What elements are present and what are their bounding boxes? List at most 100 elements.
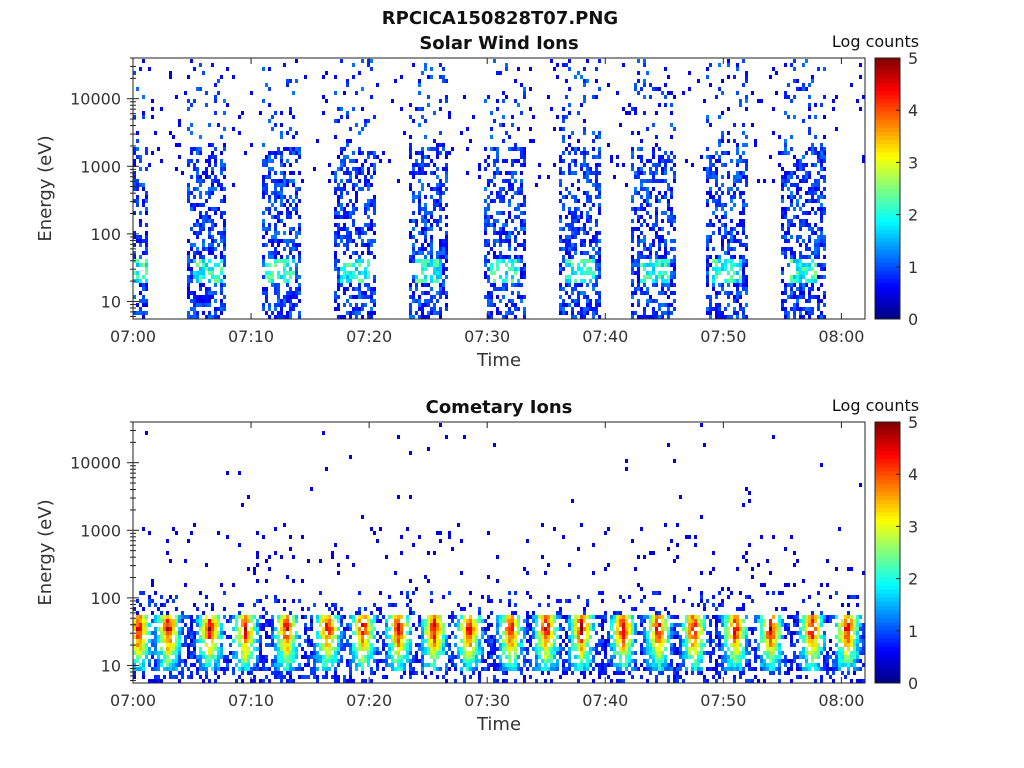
heatmap-cell — [490, 111, 493, 115]
heatmap-cell — [463, 663, 466, 667]
heatmap-cell — [397, 635, 400, 639]
heatmap-cell — [409, 307, 412, 311]
heatmap-cell — [214, 247, 217, 251]
heatmap-cell — [187, 311, 190, 315]
heatmap-cell — [424, 223, 427, 227]
heatmap-cell — [214, 615, 217, 619]
heatmap-cell — [445, 223, 448, 227]
heatmap-cell — [652, 163, 655, 167]
heatmap-cell — [802, 155, 805, 159]
heatmap-cell — [805, 151, 808, 155]
heatmap-cell — [340, 607, 343, 611]
heatmap-cell — [313, 603, 316, 607]
heatmap-cell — [133, 271, 136, 275]
heatmap-cell — [148, 623, 151, 627]
heatmap-cell — [139, 615, 142, 619]
heatmap-cell — [148, 599, 151, 603]
heatmap-cell — [649, 179, 652, 183]
heatmap-cell — [373, 207, 376, 211]
heatmap-cell — [646, 303, 649, 307]
heatmap-cell — [730, 279, 733, 283]
heatmap-cell — [346, 83, 349, 87]
heatmap-cell — [817, 195, 820, 199]
heatmap-cell — [463, 647, 466, 651]
heatmap-cell — [466, 619, 469, 623]
heatmap-cell — [448, 591, 451, 595]
heatmap-cell — [337, 639, 340, 643]
heatmap-cell — [397, 435, 400, 439]
heatmap-cell — [358, 659, 361, 663]
heatmap-cell — [142, 639, 145, 643]
heatmap-cell — [283, 651, 286, 655]
heatmap-cell — [397, 627, 400, 631]
heatmap-cell — [508, 627, 511, 631]
heatmap-cell — [736, 151, 739, 155]
heatmap-cell — [136, 275, 139, 279]
heatmap-cell — [370, 295, 373, 299]
heatmap-cell — [505, 311, 508, 315]
heatmap-cell — [355, 287, 358, 291]
heatmap-cell — [256, 655, 259, 659]
heatmap-cell — [487, 639, 490, 643]
heatmap-cell — [502, 671, 505, 675]
heatmap-cell — [202, 627, 205, 631]
heatmap-cell — [787, 247, 790, 251]
heatmap-cell — [553, 67, 556, 71]
heatmap-cell — [382, 667, 385, 671]
heatmap-cell — [250, 627, 253, 631]
colorbar-segment — [875, 208, 900, 214]
heatmap-cell — [520, 295, 523, 299]
heatmap-cell — [244, 667, 247, 671]
heatmap-cell — [190, 663, 193, 667]
heatmap-cell — [268, 275, 271, 279]
heatmap-cell — [457, 655, 460, 659]
heatmap-cell — [190, 623, 193, 627]
heatmap-cell — [820, 219, 823, 223]
heatmap-cell — [661, 275, 664, 279]
heatmap-cell — [643, 235, 646, 239]
heatmap-cell — [316, 667, 319, 671]
heatmap-cell — [358, 619, 361, 623]
heatmap-cell — [139, 67, 142, 71]
heatmap-cell — [670, 195, 673, 199]
heatmap-cell — [310, 619, 313, 623]
heatmap-cell — [241, 667, 244, 671]
heatmap-cell — [190, 627, 193, 631]
heatmap-cell — [727, 303, 730, 307]
heatmap-cell — [382, 659, 385, 663]
heatmap-cell — [706, 255, 709, 259]
heatmap-cell — [181, 615, 184, 619]
heatmap-cell — [436, 155, 439, 159]
heatmap-cell — [364, 203, 367, 207]
heatmap-cell — [190, 243, 193, 247]
heatmap-cell — [445, 295, 448, 299]
heatmap-cell — [418, 623, 421, 627]
heatmap-cell — [340, 163, 343, 167]
heatmap-cell — [436, 643, 439, 647]
heatmap-cell — [166, 647, 169, 651]
heatmap-cell — [418, 251, 421, 255]
heatmap-cell — [424, 203, 427, 207]
heatmap-cell — [442, 643, 445, 647]
heatmap-cell — [133, 607, 136, 611]
heatmap-cell — [334, 259, 337, 263]
heatmap-cell — [571, 235, 574, 239]
heatmap-cell — [280, 615, 283, 619]
heatmap-cell — [424, 639, 427, 643]
heatmap-cell — [820, 195, 823, 199]
heatmap-cell — [784, 239, 787, 243]
heatmap-cell — [808, 187, 811, 191]
heatmap-cell — [421, 303, 424, 307]
heatmap-cell — [418, 151, 421, 155]
heatmap-cell — [667, 315, 670, 319]
heatmap-cell — [730, 291, 733, 295]
heatmap-cell — [421, 207, 424, 211]
heatmap-cell — [139, 619, 142, 623]
heatmap-cell — [361, 231, 364, 235]
heatmap-cell — [430, 295, 433, 299]
heatmap-cell — [343, 615, 346, 619]
heatmap-cell — [709, 315, 712, 319]
heatmap-cell — [247, 615, 250, 619]
heatmap-cell — [505, 159, 508, 163]
heatmap-cell — [421, 307, 424, 311]
